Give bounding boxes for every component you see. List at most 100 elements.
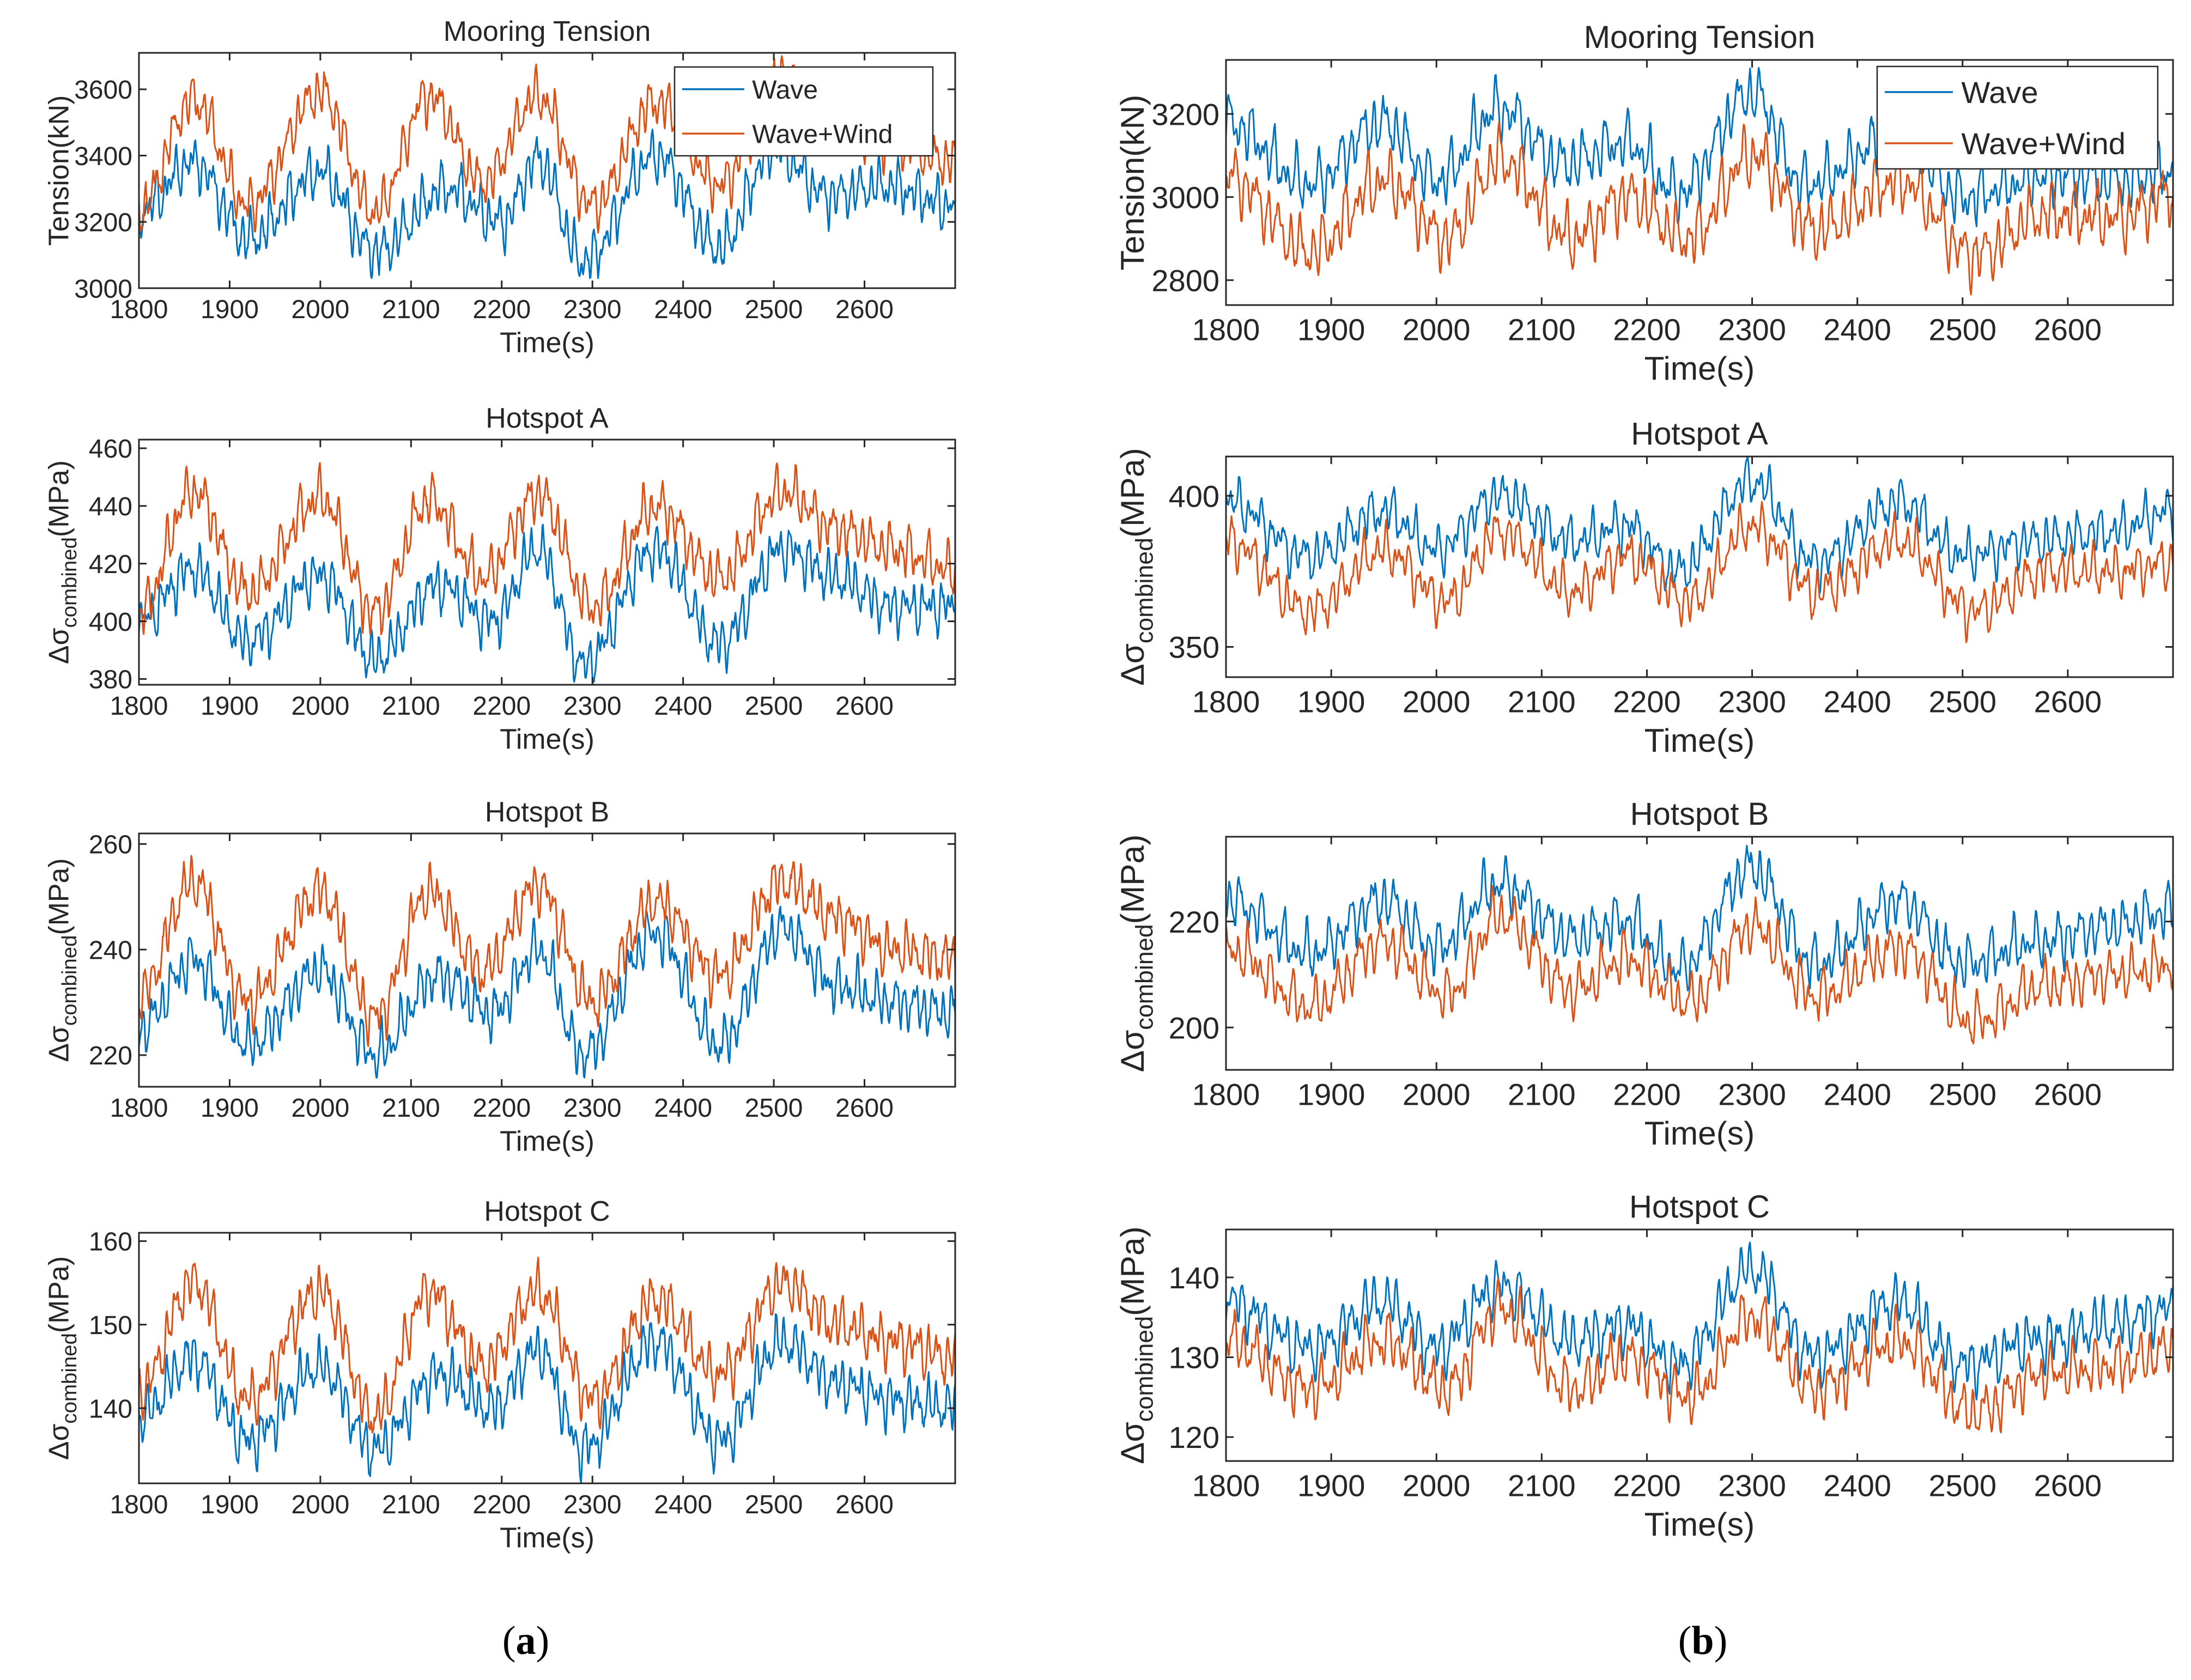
- x-tick-label-a4: 2200: [472, 1490, 531, 1519]
- x-tick-label-b3: 1900: [1297, 1077, 1365, 1111]
- panel-label-b: (b): [1678, 1618, 1727, 1663]
- y-axis-label-b1: Tension(kN): [1114, 95, 1151, 271]
- panel-label-b-open: (: [1678, 1618, 1692, 1663]
- panel-label-b-letter: b: [1691, 1618, 1714, 1663]
- legend-a1: Wave Wave+Wind: [673, 66, 934, 157]
- y-tick-label-a1: 3200: [74, 209, 132, 238]
- y-tick-label-b1: 3000: [1151, 180, 1219, 215]
- x-axis-label-a1: Time(s): [500, 327, 594, 358]
- x-tick-label-b2: 1900: [1297, 684, 1365, 719]
- x-axis-label-b2: Time(s): [1644, 722, 1755, 759]
- series-line-wave-a1: [139, 128, 955, 279]
- chart-b2: 1800 1900 2000 2100 2200 2300 2400 2500 2600 350 4…: [1114, 416, 2174, 759]
- y-axis-label-b3: Δσcombined(MPa): [1114, 835, 1158, 1073]
- x-tick-label-b1: 2300: [1718, 312, 1786, 346]
- y-tick-label-a1: 3000: [74, 275, 132, 303]
- axes-box-b3: [1225, 836, 2174, 1071]
- x-tick-label-a3: 2000: [291, 1094, 349, 1123]
- y-label-subscript: combined: [58, 1333, 81, 1423]
- x-tick-label-a4: 2400: [654, 1490, 712, 1519]
- chart-b3: 1800 1900 2000 2100 2200 2300 2400 2500 2600 200 2…: [1114, 796, 2174, 1152]
- y-tick-label-a4: 140: [89, 1395, 132, 1423]
- x-tick-label-a4: 1900: [201, 1490, 259, 1519]
- y-label-prefix: Δσ: [1114, 1422, 1151, 1464]
- chart-title-a1: Mooring Tension: [444, 16, 651, 47]
- x-tick-label-b3: 2000: [1403, 1077, 1471, 1111]
- series-line-wave-a4: [139, 1313, 955, 1483]
- x-tick-label-b3: 2500: [1928, 1077, 1996, 1111]
- chart-a3: 1800 1900 2000 2100 2200 2300 2400 2500 2600 220 2…: [43, 796, 956, 1157]
- chart-title-a2: Hotspot A: [485, 403, 609, 434]
- y-label-suffix: (MPa): [1114, 448, 1151, 538]
- x-tick-label-b4: 2200: [1613, 1468, 1681, 1502]
- x-tick-label-a3: 2100: [382, 1094, 440, 1123]
- x-tick-label-a2: 2100: [382, 692, 440, 721]
- series-line-wave-b1: [1226, 67, 2173, 228]
- x-tick-label-a3: 2200: [472, 1094, 531, 1123]
- x-tick-label-b4: 2000: [1403, 1468, 1471, 1502]
- y-tick-label-a2: 440: [89, 492, 132, 521]
- x-tick-label-b3: 2400: [1823, 1077, 1891, 1111]
- x-tick-label-b2: 2000: [1403, 684, 1471, 719]
- panel-label-a: (a): [502, 1618, 549, 1663]
- chart-title-b3: Hotspot B: [1630, 796, 1769, 832]
- x-tick-label-a4: 2000: [291, 1490, 349, 1519]
- y-label-subscript: combined: [1131, 538, 1158, 643]
- y-tick-label-a2: 420: [89, 550, 132, 579]
- x-tick-label-a2: 1900: [201, 692, 259, 721]
- chart-a2: 1800 1900 2000 2100 2200 2300 2400 2500 2600 380 4…: [43, 403, 956, 755]
- x-tick-label-b1: 1800: [1192, 312, 1260, 346]
- y-label-prefix: Δσ: [43, 628, 74, 664]
- y-tick-label-b2: 400: [1169, 479, 1219, 513]
- x-axis-label-b4: Time(s): [1644, 1506, 1755, 1543]
- x-tick-label-b1: 2500: [1928, 312, 1996, 346]
- y-tick-label-b3: 220: [1169, 905, 1219, 939]
- y-tick-label-a1: 3400: [74, 142, 132, 171]
- x-tick-label-b1: 2400: [1823, 312, 1891, 346]
- series-line-wave-b2: [1226, 456, 2173, 595]
- x-tick-label-a2: 1800: [110, 692, 168, 721]
- legend-box: [673, 66, 934, 157]
- y-tick-label-a4: 160: [89, 1228, 132, 1257]
- chart-a4: 1800 1900 2000 2100 2200 2300 2400 2500 2600 140 1…: [43, 1196, 956, 1554]
- chart-title-b1: Mooring Tension: [1584, 20, 1816, 55]
- x-tick-label-b1: 1900: [1297, 312, 1365, 346]
- series-line-wave-wind-b2: [1226, 501, 2173, 643]
- y-label-prefix: Δσ: [1114, 643, 1151, 686]
- plot-area-b2: [1226, 456, 2173, 677]
- x-tick-label-a3: 1800: [110, 1094, 168, 1123]
- y-label-subscript: combined: [1131, 924, 1158, 1030]
- y-tick-label-b3: 200: [1169, 1011, 1219, 1045]
- x-tick-label-a1: 2400: [654, 295, 712, 324]
- x-tick-label-b1: 2200: [1613, 312, 1681, 346]
- y-axis-label-a3: Δσcombined(MPa): [43, 858, 81, 1062]
- legend-label-wave: Wave: [752, 76, 818, 105]
- y-tick-label-a3: 260: [89, 831, 132, 860]
- y-label-prefix: Δσ: [1114, 1030, 1151, 1073]
- y-tick-label-a3: 220: [89, 1042, 132, 1070]
- y-label-prefix: Δσ: [43, 1026, 74, 1062]
- panel-label-a-open: (: [502, 1618, 516, 1663]
- x-axis-label-a2: Time(s): [500, 723, 594, 755]
- series-line-wave-wind-b3: [1226, 885, 2173, 1045]
- axes-box-b4: [1225, 1228, 2174, 1462]
- axes-box-b2: [1225, 455, 2174, 678]
- x-tick-label-a1: 2200: [472, 295, 531, 324]
- x-tick-label-a3: 2400: [654, 1094, 712, 1123]
- x-tick-label-b1: 2000: [1403, 312, 1471, 346]
- panel-label-a-letter: a: [516, 1618, 536, 1663]
- x-tick-label-a4: 2300: [563, 1490, 622, 1519]
- x-tick-label-b4: 2500: [1928, 1468, 1996, 1502]
- series-line-wave-a2: [139, 524, 955, 683]
- x-tick-label-a2: 2600: [835, 692, 894, 721]
- x-tick-label-b4: 2300: [1718, 1468, 1786, 1502]
- y-label-subscript: combined: [58, 935, 81, 1026]
- x-tick-label-a1: 2300: [563, 295, 622, 324]
- x-tick-label-a4: 2100: [382, 1490, 440, 1519]
- y-label-prefix: Δσ: [43, 1423, 74, 1460]
- y-axis-label-b2: Δσcombined(MPa): [1114, 448, 1158, 686]
- x-tick-label-a3: 2500: [745, 1094, 803, 1123]
- y-tick-label-a4: 150: [89, 1311, 132, 1340]
- chart-a1: 1800 1900 2000 2100 2200 2300 2400 2500 2600 3000…: [43, 16, 956, 358]
